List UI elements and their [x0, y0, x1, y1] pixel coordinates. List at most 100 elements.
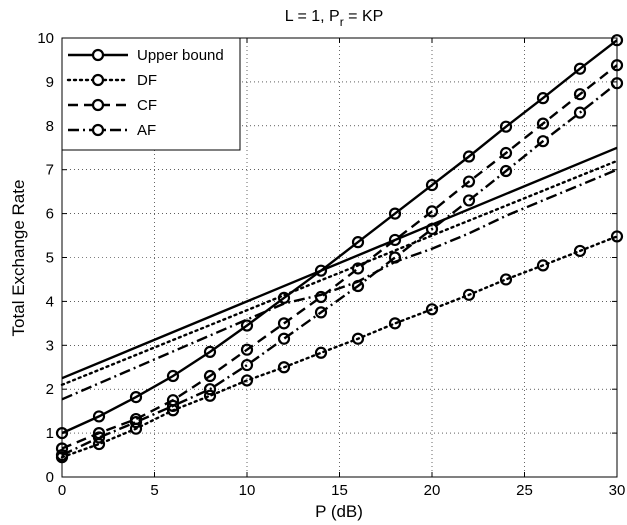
legend-item: CF: [68, 97, 157, 114]
y-tick-label: 10: [37, 30, 54, 47]
legend-label: AF: [137, 122, 156, 139]
x-ticks: 0 5 10 15 20 25 30: [58, 38, 626, 499]
data-point: [92, 431, 106, 444]
chart-title-tail: = KP: [344, 8, 384, 25]
legend-marker: [91, 98, 105, 112]
y-tick-label: 3: [46, 337, 54, 354]
legend-item: Upper bound: [68, 47, 224, 64]
x-tick-label: 5: [150, 482, 158, 499]
data-point: [425, 222, 439, 236]
data-point: [573, 88, 587, 101]
data-point: [351, 332, 365, 345]
y-tick-label: 7: [46, 162, 54, 179]
data-point: [425, 303, 439, 316]
data-point: [277, 317, 291, 330]
data-point: [240, 374, 254, 387]
data-point: [425, 178, 439, 192]
y-tick-label: 8: [46, 118, 54, 135]
data-point: [536, 259, 550, 272]
series-0-upper-bound: [61, 146, 618, 380]
data-point: [203, 345, 217, 358]
data-point: [388, 317, 402, 330]
data-point: [462, 150, 476, 163]
legend-item: DF: [66, 72, 157, 89]
data-point: [499, 273, 513, 286]
y-tick-label: 4: [46, 293, 54, 310]
legend-marker: [91, 48, 105, 62]
data-point: [573, 62, 587, 75]
series-4-cf: [55, 59, 624, 455]
data-point: [462, 194, 476, 207]
y-tick-label: 2: [46, 381, 54, 398]
data-point: [240, 358, 254, 372]
series-line: [61, 64, 618, 450]
data-point: [203, 389, 217, 402]
data-point: [129, 416, 143, 429]
data-point: [499, 146, 513, 160]
chart-title-subscript: r: [340, 15, 344, 29]
data-point: [129, 391, 143, 404]
legend: Upper bound DF CF AF: [61, 37, 241, 151]
series-line: [61, 82, 618, 457]
y-tick-label: 9: [46, 74, 54, 91]
y-axis-label: Total Exchange Rate: [9, 180, 28, 337]
series-5-af: [61, 168, 618, 401]
legend-label: Upper bound: [137, 47, 224, 64]
y-tick-label: 5: [46, 250, 54, 267]
x-tick-label: 20: [424, 482, 441, 499]
series-line: [61, 39, 618, 435]
y-tick-label: 1: [46, 425, 54, 442]
data-point: [499, 164, 513, 178]
data-point: [388, 251, 402, 264]
data-point: [166, 399, 180, 412]
legend-item: AF: [68, 122, 156, 139]
data-point: [314, 306, 328, 319]
y-tick-label: 6: [46, 206, 54, 223]
data-point: [277, 332, 291, 345]
data-point: [388, 233, 402, 247]
data-point: [92, 427, 106, 440]
x-tick-label: 15: [331, 482, 348, 499]
data-point: [351, 279, 365, 293]
data-point: [351, 236, 365, 249]
data-point: [536, 92, 550, 105]
data-point: [499, 120, 513, 133]
data-point: [314, 264, 328, 277]
x-tick-label: 30: [609, 482, 626, 499]
data-point: [425, 205, 439, 218]
data-point: [536, 135, 550, 148]
data-point: [314, 346, 328, 359]
x-tick-label: 25: [516, 482, 533, 499]
x-tick-label: 0: [58, 482, 66, 499]
legend-marker: [91, 123, 105, 137]
y-tick-label: 0: [46, 469, 54, 486]
legend-label: CF: [137, 97, 157, 114]
data-point: [462, 288, 476, 301]
series-line: [61, 168, 618, 401]
legend-box: [61, 37, 241, 151]
series-line: [61, 146, 618, 380]
chart-title-main: L = 1, P: [285, 8, 340, 25]
data-point: [277, 361, 291, 374]
series-line: [60, 159, 619, 386]
data-point: [388, 207, 402, 220]
data-point: [240, 343, 254, 356]
data-point: [240, 319, 254, 332]
chart-title: L = 1, Pr = KP: [285, 8, 384, 29]
data-point: [351, 262, 365, 275]
data-point: [203, 369, 217, 383]
series-2-df: [60, 159, 619, 386]
legend-label: DF: [137, 72, 157, 89]
x-tick-label: 10: [239, 482, 256, 499]
legend-marker: [91, 73, 105, 87]
series-line: [60, 235, 619, 459]
data-point: [166, 369, 180, 383]
data-point: [462, 175, 476, 188]
x-axis-label: P (dB): [315, 502, 363, 521]
data-point: [203, 383, 217, 396]
data-point: [536, 117, 550, 130]
data-point: [573, 106, 587, 119]
data-point: [92, 410, 106, 423]
data-point: [573, 244, 587, 258]
